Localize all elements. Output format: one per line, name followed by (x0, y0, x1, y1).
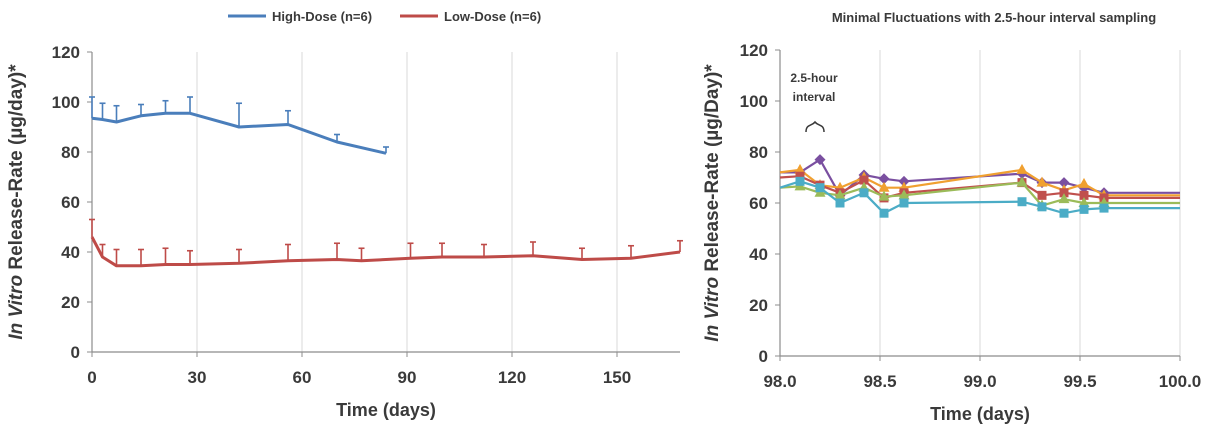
y-tick-label: 120 (52, 43, 80, 62)
x-tick-label: 30 (188, 368, 207, 387)
legend-label: Low-Dose (n=6) (444, 9, 541, 24)
legend-label: High-Dose (n=6) (272, 9, 372, 24)
y-tick-label: 60 (749, 194, 768, 213)
series-line (90, 236, 681, 268)
y-tick-label: 80 (61, 143, 80, 162)
chart-1: 0 20 40 60 80 100 120 0 30 60 90 120 150 Time (days) I… (6, 9, 683, 420)
data-point (1036, 176, 1048, 187)
data-point (795, 171, 805, 181)
y-tick-label: 20 (61, 293, 80, 312)
data-point (835, 198, 845, 208)
series-1 (89, 96, 389, 155)
data-point (1059, 208, 1069, 218)
series-5 (779, 176, 1180, 218)
x-tick-label: 90 (398, 368, 417, 387)
annotation-line-1: 2.5-hour (790, 71, 838, 85)
y-tick-label: 120 (740, 41, 768, 60)
series-line (91, 111, 387, 155)
y-tick-label: 60 (61, 193, 80, 212)
y-axis-title-italic: In Vitro (6, 275, 27, 340)
x-tick-label: 99.5 (1063, 372, 1096, 391)
data-point (898, 175, 910, 187)
data-point (859, 175, 869, 185)
data-point (1079, 190, 1089, 200)
annotation-bracket (805, 120, 825, 133)
y-axis-title-rest: Release-Rate (µg/day)* (6, 64, 27, 275)
data-point (1078, 177, 1090, 188)
y-tick-label: 40 (61, 243, 80, 262)
data-point (1079, 204, 1089, 214)
data-point (859, 188, 869, 198)
y-axis-title-rest: Release-Rate (µg/Day)* (702, 64, 723, 277)
data-point (1078, 197, 1090, 207)
x-tick-label: 120 (498, 368, 526, 387)
x-tick-label: 150 (603, 368, 631, 387)
y-axis-title: In Vitro Release-Rate (µg/day)* (6, 64, 27, 340)
y-tick-label: 0 (759, 347, 768, 366)
data-point (794, 163, 806, 174)
data-point (879, 208, 889, 218)
data-point (1016, 176, 1028, 187)
data-point (878, 173, 890, 185)
y-tick-label: 100 (740, 92, 768, 111)
data-point (795, 176, 805, 186)
data-point (815, 183, 825, 193)
x-tick-label: 60 (293, 368, 312, 387)
annotation-line-2: interval (793, 90, 836, 104)
data-point (834, 189, 846, 200)
data-point (1058, 177, 1070, 189)
y-tick-label: 0 (71, 343, 80, 362)
data-point (814, 154, 826, 166)
y-tick-label: 80 (749, 143, 768, 162)
data-point (878, 190, 890, 201)
interval-annotation: 2.5-hour interval (790, 71, 838, 133)
x-tick-label: 99.0 (963, 372, 996, 391)
data-point (898, 189, 910, 200)
x-tick-label: 100.0 (1159, 372, 1202, 391)
data-point (1017, 197, 1027, 207)
x-axis-title: Time (days) (336, 400, 436, 420)
data-point (899, 198, 909, 208)
y-axis-title: In Vitro Release-Rate (µg/Day)* (702, 64, 723, 342)
data-point (1058, 193, 1070, 204)
data-point (1037, 190, 1047, 200)
y-tick-label: 100 (52, 93, 80, 112)
legend: High-Dose (n=6) Low-Dose (n=6) (228, 9, 541, 24)
x-axis-title: Time (days) (930, 404, 1030, 424)
data-point (1099, 203, 1109, 213)
x-tick-label: 98.5 (863, 372, 896, 391)
y-axis-title-italic: In Vitro (702, 277, 723, 342)
data-point (1037, 202, 1047, 212)
chart-title: Minimal Fluctuations with 2.5-hour inter… (832, 10, 1156, 25)
x-tick-label: 98.0 (763, 372, 796, 391)
x-tick-label: 0 (87, 368, 96, 387)
data-point (878, 181, 890, 192)
data-point (1059, 188, 1069, 198)
chart-2: 0 20 40 60 80 100 120 98.0 98.5 99.0 99.5 100.0 Time… (702, 10, 1201, 424)
data-point (1016, 163, 1028, 174)
series-2 (89, 218, 683, 268)
y-tick-label: 40 (749, 245, 768, 264)
y-tick-label: 20 (749, 296, 768, 315)
